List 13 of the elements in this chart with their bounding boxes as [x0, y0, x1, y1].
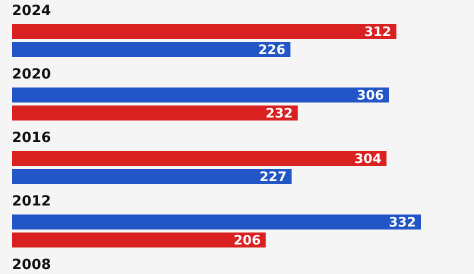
data-label: 306 [356, 88, 384, 104]
data-label: 226 [258, 43, 286, 58]
y-tick-label: 2012 [12, 193, 51, 210]
data-label: 232 [266, 106, 293, 122]
y-tick-label: 2008 [12, 256, 51, 273]
y-tick-label: 2024 [12, 2, 52, 19]
y-tick-label: 2016 [12, 130, 51, 146]
data-label: 304 [354, 152, 382, 168]
data-label: 227 [260, 170, 287, 186]
data-label: 332 [388, 216, 416, 231]
data-label: 206 [234, 234, 261, 249]
y-tick-label: 2020 [12, 66, 52, 82]
data-label: 312 [364, 25, 392, 40]
